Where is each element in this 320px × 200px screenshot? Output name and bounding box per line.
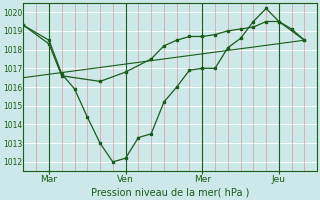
- X-axis label: Pression niveau de la mer( hPa ): Pression niveau de la mer( hPa ): [91, 187, 250, 197]
